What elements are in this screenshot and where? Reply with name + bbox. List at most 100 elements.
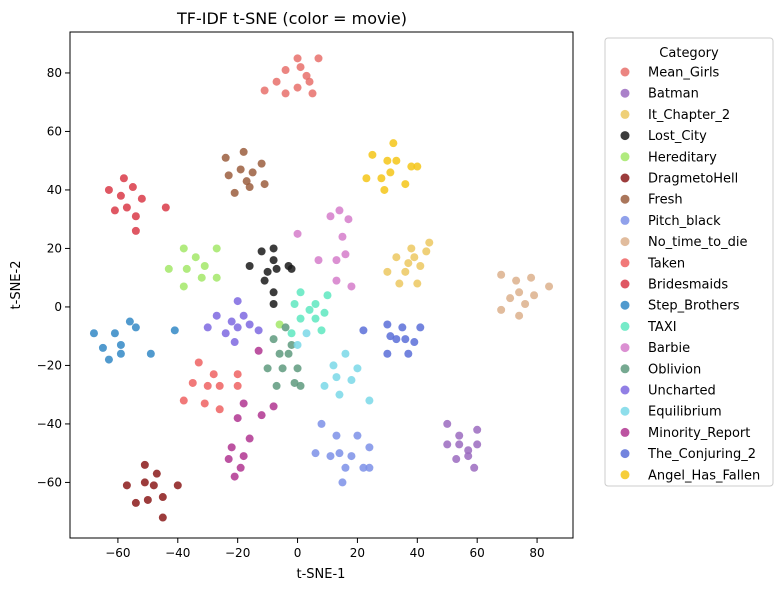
x-axis-label: t-SNE-1 — [297, 567, 346, 582]
data-point — [365, 396, 374, 405]
y-tick-label: 60 — [47, 124, 62, 138]
data-point — [278, 364, 287, 373]
data-point — [281, 323, 290, 332]
data-point — [170, 326, 179, 335]
data-point — [401, 267, 410, 276]
data-point — [443, 419, 452, 428]
data-point — [443, 440, 452, 449]
data-point — [317, 419, 326, 428]
data-point — [158, 513, 167, 522]
data-point — [149, 481, 158, 490]
data-point — [416, 323, 425, 332]
data-point — [110, 329, 119, 338]
legend-marker — [620, 258, 630, 268]
data-point — [260, 86, 269, 95]
data-point — [383, 156, 392, 165]
data-point — [320, 381, 329, 390]
data-point — [146, 349, 155, 358]
data-point — [308, 89, 317, 98]
data-point — [179, 244, 188, 253]
data-point — [389, 139, 398, 148]
data-point — [413, 279, 422, 288]
data-point — [122, 481, 131, 490]
legend: Category Mean_Girls Batman It_Chapter_2 Los… — [604, 37, 774, 487]
data-point — [290, 300, 299, 309]
data-point — [326, 452, 335, 461]
data-point — [131, 323, 140, 332]
data-point — [212, 273, 221, 282]
data-point — [392, 335, 401, 344]
legend-label: DragmetoHell — [648, 172, 738, 187]
data-point — [215, 405, 224, 414]
data-point — [383, 349, 392, 358]
data-point — [422, 247, 431, 256]
legend-marker — [620, 88, 630, 98]
data-point — [464, 446, 473, 455]
data-point — [227, 317, 236, 326]
data-point — [131, 226, 140, 235]
data-point — [203, 323, 212, 332]
x-tick-label: 0 — [294, 546, 302, 560]
data-point — [293, 364, 302, 373]
data-point — [320, 308, 329, 317]
data-point — [233, 370, 242, 379]
data-point — [296, 63, 305, 72]
legend-label: Batman — [648, 87, 699, 102]
data-point — [470, 463, 479, 472]
data-point — [212, 311, 221, 320]
data-point — [365, 443, 374, 452]
data-point — [116, 349, 125, 358]
data-point — [332, 373, 341, 382]
data-point — [338, 478, 347, 487]
data-point — [527, 273, 536, 282]
data-point — [215, 381, 224, 390]
data-point — [305, 77, 314, 86]
data-point — [416, 261, 425, 270]
data-point — [341, 463, 350, 472]
data-point — [305, 305, 314, 314]
data-point — [332, 431, 341, 440]
data-point — [287, 264, 296, 273]
data-point — [473, 440, 482, 449]
data-point — [260, 180, 269, 189]
legend-label: Uncharted — [648, 384, 716, 399]
legend-marker — [620, 152, 630, 162]
data-point — [473, 425, 482, 434]
data-point — [293, 340, 302, 349]
legend-label: Equilibrium — [648, 405, 722, 420]
y-axis-label: t-SNE-2 — [9, 261, 24, 310]
data-point — [272, 381, 281, 390]
chart-title: TF-IDF t-SNE (color = movie) — [176, 9, 407, 28]
legend-marker — [620, 343, 630, 353]
data-point — [272, 77, 281, 86]
data-point — [116, 191, 125, 200]
data-point — [296, 381, 305, 390]
data-point — [221, 153, 230, 162]
data-point — [362, 174, 371, 183]
data-point — [464, 452, 473, 461]
data-point — [332, 276, 341, 285]
y-axis-ticks: −60 −40 −20 0 20 40 60 80 — [37, 66, 70, 489]
data-point — [239, 311, 248, 320]
data-point — [239, 399, 248, 408]
data-point — [452, 455, 461, 464]
data-point — [128, 183, 137, 192]
data-point — [407, 244, 416, 253]
data-point — [338, 232, 347, 241]
data-point — [314, 54, 323, 63]
data-point — [269, 335, 278, 344]
legend-label: Fresh — [648, 193, 683, 208]
legend-marker — [620, 131, 630, 141]
legend-marker — [620, 427, 630, 437]
legend-label: The_Conjuring_2 — [647, 447, 756, 462]
data-point — [515, 288, 524, 297]
points-layer — [89, 54, 554, 522]
data-point — [227, 443, 236, 452]
data-point — [233, 323, 242, 332]
data-point — [224, 455, 233, 464]
data-point — [392, 253, 401, 262]
data-point — [131, 212, 140, 221]
data-point — [281, 66, 290, 75]
data-point — [293, 83, 302, 92]
